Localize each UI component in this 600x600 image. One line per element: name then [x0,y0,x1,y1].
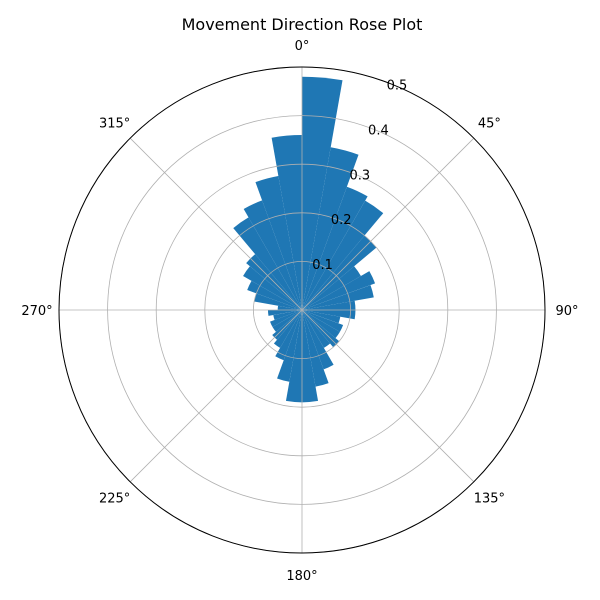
angle-tick-label: 180° [286,569,317,584]
rose-bar-180 [285,310,302,403]
rose-bar-90 [302,310,356,320]
rose-bar-270 [277,305,302,310]
radial-tick-label: 0.2 [331,213,352,228]
rose-bar-60 [302,271,376,310]
angle-tick-label: 90° [555,304,578,319]
rose-bar-350 [271,135,302,310]
rose-bar-320 [233,217,302,310]
radial-tick-label: 0.1 [312,258,333,273]
rose-bar-170 [302,310,319,403]
angle-tick-label: 225° [99,491,130,506]
angular-gridline-7 [129,137,303,311]
rose-bar-280 [254,293,302,310]
angle-tick-label: 135° [474,491,505,506]
rose-bar-110 [302,310,344,332]
rose-bar-80 [302,300,356,310]
angle-tick-label: 45° [478,117,501,132]
rose-bar-70 [302,285,374,310]
rose-bar-260 [267,310,302,316]
angular-gridline-3 [301,309,475,483]
rose-bar-160 [302,310,329,387]
polar-frame [58,66,546,554]
rose-bar-140 [302,310,331,348]
rose-bar-0 [302,76,343,310]
angle-tick-labels: 0° 45° 90° 135° 180° 225° 270° 315° [21,39,578,584]
rose-bar-50 [302,266,361,310]
rose-bar-190 [277,310,302,382]
angular-gridline-1 [301,137,475,311]
rose-bar-340 [255,175,302,310]
angle-tick-label: 315° [99,117,130,132]
radial-tick-label: 0.4 [368,123,389,138]
rose-bar-300 [243,266,302,310]
rose-bar-240 [270,310,302,328]
rose-bar-200 [275,310,302,361]
rose-bar-210 [273,310,302,348]
rose-bar-290 [247,280,302,310]
rose-bar-100 [302,310,341,324]
angular-gridline-5 [129,309,303,483]
bars-group [233,76,384,403]
rose-bar-230 [272,310,302,332]
rose-bar-30 [302,200,384,310]
rose-bar-120 [302,310,340,339]
chart-title: Movement Direction Rose Plot [182,15,423,34]
rose-bar-10 [302,147,359,310]
rose-bar-330 [243,200,302,310]
rose-bar-20 [302,186,368,310]
radial-tick-labels: 0.10.20.30.40.5 [312,78,407,273]
rose-bar-150 [302,310,334,370]
grid-group [58,66,546,554]
angle-tick-label: 0° [295,39,310,54]
rose-bar-250 [273,310,302,320]
radial-tick-label: 0.3 [349,168,370,183]
angle-tick-label: 270° [21,304,52,319]
